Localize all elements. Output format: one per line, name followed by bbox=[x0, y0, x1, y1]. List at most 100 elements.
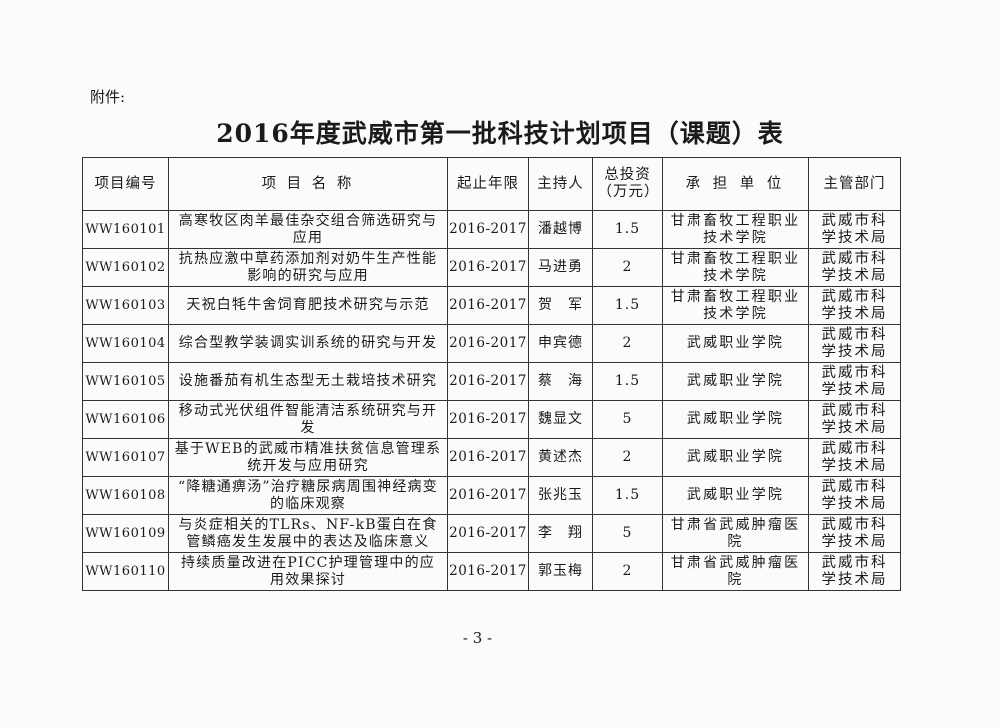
table-row: WW160103 天祝白牦牛舍饲育肥技术研究与示范 2016-2017 贺 军 1.5 甘… bbox=[82, 286, 901, 325]
cell-investment: 5 bbox=[592, 400, 663, 439]
cell-leader: 蔡 海 bbox=[528, 362, 593, 401]
cell-leader: 贺 军 bbox=[528, 286, 593, 325]
cell-years: 2016-2017 bbox=[447, 286, 529, 325]
cell-investment: 5 bbox=[592, 514, 663, 553]
cell-dept: 武威市科学技术局 bbox=[808, 210, 901, 249]
cell-unit-text: 武威职业学院 bbox=[686, 487, 785, 503]
cell-investment: 2 bbox=[592, 324, 663, 363]
header-code: 项目编号 bbox=[82, 157, 169, 211]
table-row: WW160107 基于WEB的武威市精准扶贫信息管理系统开发与应用研究 2016-2… bbox=[82, 438, 901, 477]
cell-unit-text: 甘肃畜牧工程职业技术学院 bbox=[670, 288, 801, 322]
cell-investment: 2 bbox=[592, 552, 663, 591]
header-leader: 主持人 bbox=[528, 157, 593, 211]
cell-code: WW160109 bbox=[82, 514, 169, 553]
cell-dept: 武威市科学技术局 bbox=[808, 248, 901, 287]
page-number: - 3 - bbox=[462, 629, 493, 647]
table-row: WW160109 与炎症相关的TLRs、NF-kB蛋白在食管鳞癌发生发展中的表达及… bbox=[82, 514, 901, 553]
cell-name-text: 持续质量改进在PICC护理管理中的应用效果探讨 bbox=[181, 554, 435, 588]
cell-unit-text: 武威职业学院 bbox=[686, 449, 785, 465]
table-row: WW160101 高寒牧区肉羊最佳杂交组合筛选研究与应用 2016-2017 潘越博 1… bbox=[82, 210, 901, 249]
cell-dept: 武威市科学技术局 bbox=[808, 286, 901, 325]
cell-dept: 武威市科学技术局 bbox=[808, 438, 901, 477]
cell-code: WW160103 bbox=[82, 286, 169, 325]
cell-unit: 甘肃省武威肿瘤医院 bbox=[662, 514, 809, 553]
cell-dept: 武威市科学技术局 bbox=[808, 324, 901, 363]
cell-name-text: 与炎症相关的TLRs、NF-kB蛋白在食管鳞癌发生发展中的表达及临床意义 bbox=[178, 516, 438, 550]
cell-years: 2016-2017 bbox=[447, 210, 529, 249]
cell-leader: 潘越博 bbox=[528, 210, 593, 249]
table-row: WW160110 持续质量改进在PICC护理管理中的应用效果探讨 2016-2017… bbox=[82, 552, 901, 591]
cell-years: 2016-2017 bbox=[447, 476, 529, 515]
table-row: WW160108 “降糖通痹汤”治疗糖尿病周围神经病变的临床观察 2016-2017… bbox=[82, 476, 901, 515]
cell-name: 移动式光伏组件智能清洁系统研究与开发 bbox=[168, 400, 448, 439]
cell-investment: 1.5 bbox=[592, 362, 663, 401]
project-table: 项目编号 项 目 名 称 起止年限 主持人 总投资（万元） 承 担 单 位 主管… bbox=[82, 157, 901, 591]
cell-code: WW160101 bbox=[82, 210, 169, 249]
cell-name: 与炎症相关的TLRs、NF-kB蛋白在食管鳞癌发生发展中的表达及临床意义 bbox=[168, 514, 448, 553]
cell-unit: 武威职业学院 bbox=[662, 438, 809, 477]
cell-leader: 马进勇 bbox=[528, 248, 593, 287]
cell-code: WW160105 bbox=[82, 362, 169, 401]
cell-name-text: 移动式光伏组件智能清洁系统研究与开发 bbox=[178, 402, 438, 436]
cell-name-text: 基于WEB的武威市精准扶贫信息管理系统开发与应用研究 bbox=[174, 440, 442, 474]
document-title: 2016年度武威市第一批科技计划项目（课题）表 bbox=[216, 119, 784, 148]
cell-investment: 1.5 bbox=[592, 210, 663, 249]
cell-leader: 黄述杰 bbox=[528, 438, 593, 477]
cell-years: 2016-2017 bbox=[447, 438, 529, 477]
cell-name: 天祝白牦牛舍饲育肥技术研究与示范 bbox=[168, 286, 448, 325]
cell-unit-text: 武威职业学院 bbox=[686, 373, 785, 389]
cell-name-text: 高寒牧区肉羊最佳杂交组合筛选研究与应用 bbox=[178, 212, 438, 246]
cell-dept-text: 武威市科学技术局 bbox=[821, 250, 888, 284]
cell-name: 持续质量改进在PICC护理管理中的应用效果探讨 bbox=[168, 552, 448, 591]
cell-name: 高寒牧区肉羊最佳杂交组合筛选研究与应用 bbox=[168, 210, 448, 249]
cell-years: 2016-2017 bbox=[447, 362, 529, 401]
cell-unit-text: 甘肃畜牧工程职业技术学院 bbox=[670, 250, 801, 284]
cell-unit-text: 武威职业学院 bbox=[686, 335, 785, 351]
cell-dept: 武威市科学技术局 bbox=[808, 552, 901, 591]
cell-code: WW160107 bbox=[82, 438, 169, 477]
cell-name: 抗热应激中草药添加剂对奶牛生产性能影响的研究与应用 bbox=[168, 248, 448, 287]
cell-name-text: 抗热应激中草药添加剂对奶牛生产性能影响的研究与应用 bbox=[178, 250, 438, 284]
cell-dept: 武威市科学技术局 bbox=[808, 400, 901, 439]
cell-dept: 武威市科学技术局 bbox=[808, 362, 901, 401]
cell-name-text: “降糖通痹汤”治疗糖尿病周围神经病变的临床观察 bbox=[178, 478, 438, 512]
cell-unit: 甘肃省武威肿瘤医院 bbox=[662, 552, 809, 591]
cell-unit: 甘肃畜牧工程职业技术学院 bbox=[662, 286, 809, 325]
cell-investment: 2 bbox=[592, 248, 663, 287]
cell-dept-text: 武威市科学技术局 bbox=[821, 554, 888, 588]
cell-unit: 甘肃畜牧工程职业技术学院 bbox=[662, 210, 809, 249]
cell-name: 综合型教学装调实训系统的研究与开发 bbox=[168, 324, 448, 363]
cell-years: 2016-2017 bbox=[447, 248, 529, 287]
cell-dept-text: 武威市科学技术局 bbox=[821, 440, 888, 474]
cell-years: 2016-2017 bbox=[447, 400, 529, 439]
cell-code: WW160106 bbox=[82, 400, 169, 439]
cell-leader: 魏显文 bbox=[528, 400, 593, 439]
cell-years: 2016-2017 bbox=[447, 324, 529, 363]
cell-unit: 武威职业学院 bbox=[662, 324, 809, 363]
header-dept: 主管部门 bbox=[808, 157, 901, 211]
cell-years: 2016-2017 bbox=[447, 514, 529, 553]
cell-leader: 张兆玉 bbox=[528, 476, 593, 515]
cell-dept: 武威市科学技术局 bbox=[808, 514, 901, 553]
cell-years: 2016-2017 bbox=[447, 552, 529, 591]
cell-unit: 武威职业学院 bbox=[662, 362, 809, 401]
cell-unit: 武威职业学院 bbox=[662, 476, 809, 515]
cell-leader: 郭玉梅 bbox=[528, 552, 593, 591]
cell-unit-text: 武威职业学院 bbox=[686, 411, 785, 427]
table-row: WW160104 综合型教学装调实训系统的研究与开发 2016-2017 申宾德 2 武威… bbox=[82, 324, 901, 363]
cell-dept-text: 武威市科学技术局 bbox=[821, 326, 888, 360]
table-row: WW160105 设施番茄有机生态型无土栽培技术研究 2016-2017 蔡 海 1.5… bbox=[82, 362, 901, 401]
cell-dept-text: 武威市科学技术局 bbox=[821, 516, 888, 550]
cell-name: “降糖通痹汤”治疗糖尿病周围神经病变的临床观察 bbox=[168, 476, 448, 515]
cell-code: WW160108 bbox=[82, 476, 169, 515]
header-unit: 承 担 单 位 bbox=[662, 157, 809, 211]
header-name: 项 目 名 称 bbox=[168, 157, 448, 211]
cell-unit: 甘肃畜牧工程职业技术学院 bbox=[662, 248, 809, 287]
cell-dept-text: 武威市科学技术局 bbox=[821, 364, 888, 398]
table-row: WW160106 移动式光伏组件智能清洁系统研究与开发 2016-2017 魏显文 5 武… bbox=[82, 400, 901, 439]
cell-code: WW160104 bbox=[82, 324, 169, 363]
cell-dept: 武威市科学技术局 bbox=[808, 476, 901, 515]
table-header-row: 项目编号 项 目 名 称 起止年限 主持人 总投资（万元） 承 担 单 位 主管… bbox=[82, 157, 901, 211]
cell-dept-text: 武威市科学技术局 bbox=[821, 288, 888, 322]
cell-unit: 武威职业学院 bbox=[662, 400, 809, 439]
